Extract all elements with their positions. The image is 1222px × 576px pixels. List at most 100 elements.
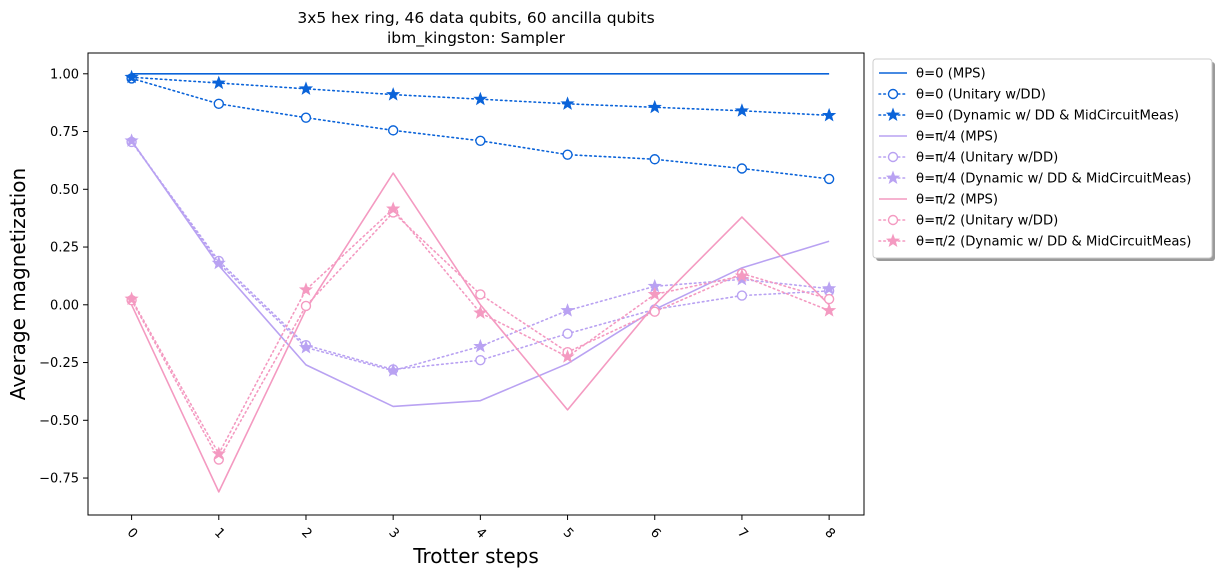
plot-area (87, 52, 865, 516)
y-tick-label: 0.25 (50, 241, 79, 256)
x-tick-label: 2 (298, 525, 314, 541)
y-axis-label: Average magnetization (6, 168, 30, 400)
legend-label: θ=π/4 (Unitary w/DD) (916, 151, 1058, 166)
data-point (647, 286, 662, 301)
legend-label: θ=π/2 (Unitary w/DD) (916, 214, 1058, 229)
y-tick-label: 1.00 (50, 67, 79, 82)
legend-entry: θ=π/2 (Dynamic w/ DD & MidCircuitMeas) (878, 233, 1191, 250)
data-point (124, 291, 139, 306)
x-tick-label: 1 (211, 525, 227, 541)
legend-entry: θ=π/2 (MPS) (879, 193, 998, 208)
legend-entry: θ=π/2 (Unitary w/DD) (878, 214, 1058, 229)
data-point (822, 303, 837, 317)
data-point (386, 87, 401, 101)
data-point (560, 96, 575, 110)
data-point (124, 133, 139, 147)
y-tick-label: 0.00 (50, 298, 79, 313)
x-tick-label: 8 (821, 525, 837, 541)
x-tick-label: 6 (647, 525, 663, 541)
data-point (475, 355, 486, 366)
legend-entry: θ=0 (Dynamic w/ DD & MidCircuitMeas) (878, 107, 1179, 124)
title-line: ibm_kingston: Sampler (387, 29, 566, 48)
series-line (130, 76, 830, 117)
x-axis-label: Trotter steps (412, 544, 539, 568)
legend-entry: θ=0 (MPS) (879, 67, 986, 82)
legend-entry: θ=π/4 (Unitary w/DD) (878, 151, 1058, 166)
x-tick-label: 7 (734, 525, 750, 541)
data-point (734, 103, 750, 117)
data-point (887, 151, 899, 163)
data-point (475, 135, 486, 146)
x-tick-label: 4 (473, 525, 489, 541)
series (130, 172, 830, 493)
data-point (736, 163, 748, 174)
series (124, 201, 837, 460)
data-point (562, 328, 573, 339)
y-axis: −0.75 −0.50 −0.25 0.00 0.25 0.50 0.75 1.00 (39, 67, 88, 487)
x-tick-label: 3 (385, 525, 401, 541)
x-axis: 0 1 2 3 4 5 6 7 8 (124, 515, 838, 542)
legend-label: θ=0 (MPS) (916, 67, 986, 82)
data-point (300, 112, 312, 123)
series (124, 133, 837, 377)
legend-label: θ=π/2 (MPS) (916, 193, 998, 208)
data-point (647, 99, 662, 114)
legend-entry: θ=π/4 (MPS) (879, 130, 998, 145)
series (126, 73, 835, 185)
data-point (736, 290, 748, 301)
data-point (560, 349, 575, 363)
legend-entry: θ=π/4 (Dynamic w/ DD & MidCircuitMeas) (878, 170, 1191, 187)
x-tick-label: 0 (124, 525, 140, 541)
data-point (734, 268, 750, 282)
data-point (822, 107, 837, 122)
y-tick-label: 0.50 (50, 183, 79, 198)
data-point (823, 293, 835, 305)
data-point (475, 289, 486, 300)
data-point (300, 300, 312, 312)
data-point (885, 107, 901, 122)
data-point (124, 69, 139, 84)
data-point (473, 338, 488, 353)
data-point (386, 201, 401, 215)
legend-label: θ=π/2 (Dynamic w/ DD & MidCircuitMeas) (916, 235, 1191, 250)
y-tick-label: 0.75 (50, 125, 79, 140)
legend-entry: θ=0 (Unitary w/DD) (878, 88, 1046, 103)
data-point (887, 88, 899, 100)
data-point (473, 91, 488, 106)
data-point (211, 255, 226, 270)
data-point (823, 173, 835, 185)
x-tick-label: 5 (560, 525, 576, 541)
data-point (298, 81, 314, 95)
title-line: 3x5 hex ring, 46 data qubits, 60 ancilla… (297, 9, 654, 27)
series-line (130, 208, 830, 455)
data-point (211, 75, 226, 90)
y-tick-label: −0.25 (39, 356, 79, 371)
series (124, 69, 837, 122)
data-point (387, 125, 399, 136)
y-tick-label: −0.50 (39, 414, 79, 429)
legend-label: θ=π/4 (Dynamic w/ DD & MidCircuitMeas) (916, 172, 1191, 187)
data-point (649, 306, 660, 317)
series-line (130, 172, 830, 493)
chart-title: 3x5 hex ring, 46 data qubits, 60 ancilla… (297, 9, 654, 48)
data-point (211, 446, 226, 460)
legend-label: θ=0 (Dynamic w/ DD & MidCircuitMeas) (916, 109, 1179, 124)
legend: θ=0 (MPS) θ=0 (Unitary w/DD) θ=0 (Dynamic … (872, 58, 1215, 261)
data-point (885, 170, 901, 185)
legend-label: θ=0 (Unitary w/DD) (916, 88, 1046, 103)
data-point (560, 303, 575, 317)
data-point (298, 282, 314, 296)
data-point (885, 233, 901, 248)
data-point (386, 363, 401, 377)
data-point (649, 154, 660, 165)
data-point (822, 281, 837, 295)
data-point (473, 305, 488, 319)
legend-box (872, 58, 1213, 259)
series-layer (124, 69, 837, 493)
legend-label: θ=π/4 (MPS) (916, 130, 998, 145)
y-tick-label: −0.75 (39, 472, 79, 487)
data-point (213, 98, 224, 110)
data-point (562, 149, 573, 160)
data-point (298, 340, 314, 354)
